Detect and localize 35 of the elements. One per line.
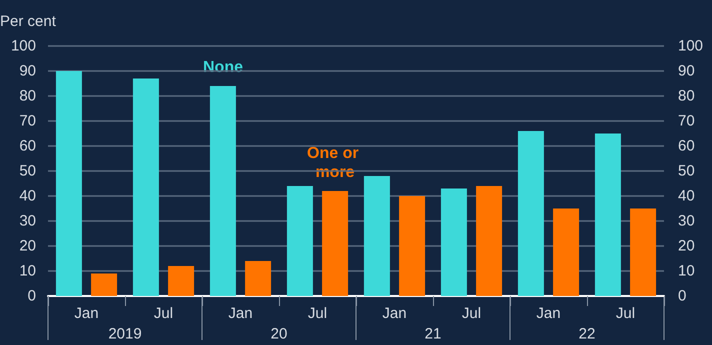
y2-tick-label: 30 [678, 212, 695, 230]
x-tick-label: Jan [382, 305, 407, 322]
x-tick-label: Jan [228, 305, 253, 322]
y2-tick-label: 80 [678, 88, 695, 104]
y-tick-label: 80 [19, 88, 36, 104]
y-tick-label: 100 [10, 38, 36, 54]
x-tick-label: Jan [536, 305, 561, 322]
x-tick-label: Jul [308, 305, 328, 322]
y-tick-label: 70 [19, 112, 36, 130]
y2-tick-label: 20 [678, 238, 695, 254]
y2-tick-label: 100 [678, 38, 704, 54]
y2-tick-label: 10 [678, 262, 695, 280]
y-tick-label: 50 [19, 162, 36, 180]
y-tick-label: 60 [19, 138, 36, 154]
x-tick-label: Jul [616, 305, 636, 322]
y-tick-label: 10 [19, 262, 36, 280]
y2-tick-label: 60 [678, 138, 695, 154]
x-tick-label: Jul [462, 305, 482, 322]
y2-tick-label: 90 [678, 62, 695, 80]
text: 21 [424, 326, 442, 342]
y-tick-label: 20 [19, 238, 36, 254]
x-tick-label: Jul [154, 305, 174, 322]
y-tick-label: 40 [19, 188, 36, 204]
y-axis-title: Per cent [0, 13, 57, 30]
y2-tick-label: 40 [678, 188, 695, 204]
y-tick-label: 30 [19, 212, 36, 230]
x-tick-label: Jan [74, 305, 99, 322]
y2-tick-label: 70 [678, 112, 695, 130]
y-tick-label: 90 [19, 62, 36, 80]
y-tick-label: 0 [28, 288, 36, 304]
text: 2019 [108, 326, 142, 342]
y2-tick-label: 50 [678, 162, 695, 180]
text: 22 [578, 326, 596, 342]
text: 20 [270, 326, 288, 342]
y2-tick-label: 0 [678, 288, 686, 304]
